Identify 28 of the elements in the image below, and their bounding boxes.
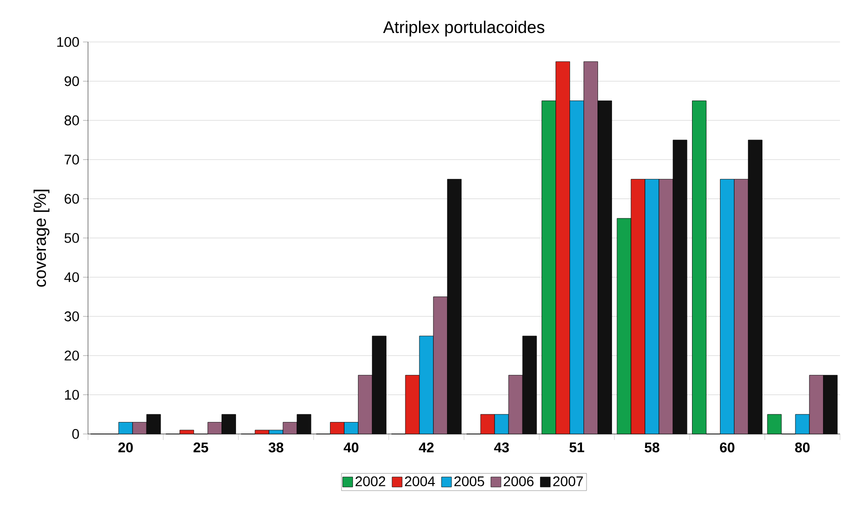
y-tick-label: 0 — [72, 429, 79, 439]
x-tick-label: 38 — [268, 442, 284, 452]
y-tick-label: 70 — [64, 154, 79, 165]
y-tick-label: 40 — [64, 272, 79, 282]
y-tick-label: 20 — [64, 350, 79, 361]
y-tick-label: 80 — [64, 115, 79, 126]
x-tick-label: 58 — [644, 442, 660, 452]
x-tick-label: 80 — [795, 442, 810, 452]
legend-label: 2007 — [553, 476, 583, 486]
y-tick-label: 10 — [65, 390, 79, 400]
x-tick-label: 42 — [418, 442, 434, 452]
y-tick-label: 30 — [64, 311, 79, 322]
legend-label: 2006 — [504, 476, 534, 486]
x-tick-label: 60 — [720, 442, 734, 452]
legend-label: 2005 — [454, 476, 484, 486]
chart-title: Atriplex portulacoides — [383, 20, 544, 36]
legend-label: 2004 — [404, 476, 435, 486]
x-tick-label: 40 — [344, 442, 358, 452]
x-tick-label: 25 — [194, 442, 208, 452]
y-tick-label: 100 — [57, 37, 79, 47]
y-tick-label: 90 — [64, 76, 79, 86]
y-tick-label: 50 — [64, 233, 79, 243]
x-tick-label: 51 — [569, 442, 584, 452]
x-tick-label: 20 — [118, 442, 133, 452]
y-tick-label: 60 — [64, 194, 79, 204]
legend-label: 2002 — [356, 476, 386, 486]
y-axis-title: coverage [%] — [34, 190, 50, 287]
x-tick-label: 43 — [494, 442, 509, 452]
